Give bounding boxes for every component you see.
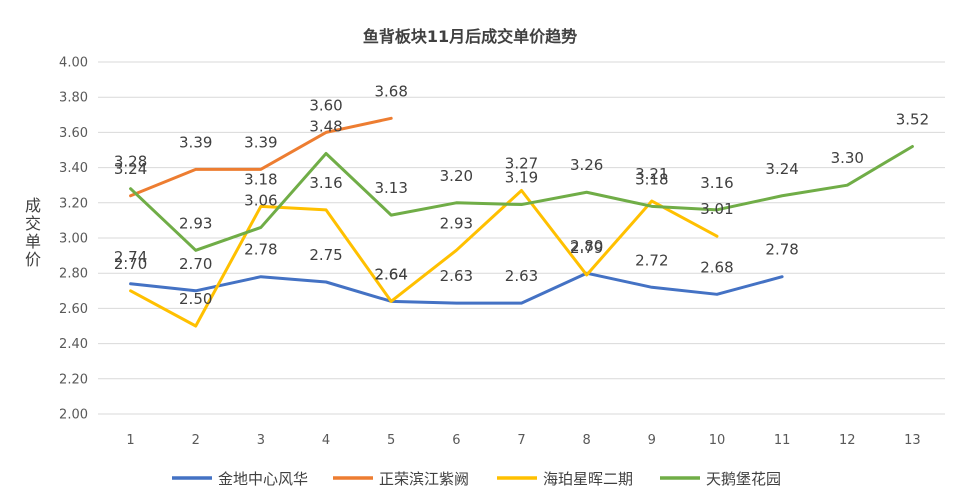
- series-line-3: [129, 188, 719, 328]
- data-label: 3.16: [309, 174, 342, 192]
- data-label: 3.68: [374, 82, 407, 100]
- data-label: 2.78: [244, 241, 277, 259]
- data-label: 3.28: [114, 153, 147, 171]
- legend-entry: 金地中心风华: [218, 470, 308, 488]
- x-tick-label: 10: [709, 433, 726, 448]
- data-label: 3.18: [244, 170, 277, 188]
- x-tick-label: 9: [648, 433, 656, 448]
- y-axis-ticks: 2.00 2.20 2.40 2.60 2.80 3.00 3.20 3.40 3.60 3.80…: [59, 56, 88, 423]
- data-label: 3.21: [635, 165, 668, 183]
- data-label: 3.39: [179, 133, 212, 151]
- data-label: 3.06: [244, 191, 277, 209]
- series-lines: [129, 116, 914, 328]
- data-labels: 2.74 2.702.78 2.752.64 2.63 2.632.802.72 2.68…: [114, 82, 929, 308]
- data-label: 3.48: [309, 118, 342, 136]
- y-tick-label: 2.60: [59, 302, 88, 317]
- data-label: 2.70: [114, 255, 147, 273]
- data-label: 3.24: [114, 160, 147, 178]
- data-label: 3.24: [765, 160, 798, 178]
- y-tick-label: 3.20: [59, 196, 88, 211]
- x-tick-label: 7: [517, 433, 525, 448]
- x-tick-label: 6: [452, 433, 460, 448]
- y-tick-label: 3.00: [59, 232, 88, 247]
- y-tick-label: 3.40: [59, 161, 88, 176]
- chart-title: 鱼背板块11月后成交单价趋势: [363, 27, 577, 46]
- y-axis-label: 成交单价: [25, 196, 41, 269]
- x-tick-label: 12: [839, 433, 856, 448]
- data-label: 2.64: [374, 265, 407, 283]
- data-label: 3.20: [440, 167, 473, 185]
- data-label: 2.75: [309, 246, 342, 264]
- x-tick-label: 2: [192, 433, 200, 448]
- data-label: 3.30: [831, 149, 864, 167]
- legend-entry: 海珀星晖二期: [543, 470, 633, 488]
- data-label: 3.39: [244, 133, 277, 151]
- y-tick-label: 2.80: [59, 267, 88, 282]
- series-line-4: [129, 144, 914, 252]
- data-label: 2.64: [374, 265, 407, 283]
- legend: 金地中心风华 正荣滨江紫阙 海珀星晖二期 天鹅堡花园: [172, 470, 781, 488]
- data-label: 3.60: [309, 96, 342, 114]
- legend-entry: 正荣滨江紫阙: [379, 470, 469, 488]
- y-tick-label: 2.00: [59, 408, 88, 423]
- gridlines: [98, 61, 945, 415]
- data-label: 3.52: [896, 110, 929, 128]
- data-label: 3.01: [700, 200, 733, 218]
- x-tick-label: 5: [387, 433, 395, 448]
- data-label: 2.63: [440, 267, 473, 285]
- y-tick-label: 2.20: [59, 372, 88, 387]
- data-label: 2.80: [570, 237, 603, 255]
- data-label: 3.16: [700, 174, 733, 192]
- x-tick-label: 4: [322, 433, 330, 448]
- x-tick-label: 11: [774, 433, 791, 448]
- data-label: 2.93: [440, 214, 473, 232]
- data-label: 2.93: [179, 214, 212, 232]
- data-label: 2.68: [700, 258, 733, 276]
- data-label: 2.74: [114, 248, 147, 266]
- y-tick-label: 3.60: [59, 126, 88, 141]
- y-tick-label: 4.00: [59, 56, 88, 71]
- data-label: 2.79: [570, 239, 603, 257]
- series-line-2: [129, 116, 393, 198]
- data-label: 2.63: [505, 267, 538, 285]
- data-label: 3.19: [505, 169, 538, 187]
- x-tick-label: 3: [257, 433, 265, 448]
- y-tick-label: 3.80: [59, 91, 88, 106]
- x-tick-label: 1: [126, 433, 134, 448]
- data-label: 2.70: [179, 255, 212, 273]
- data-label: 2.50: [179, 290, 212, 308]
- x-tick-label: 13: [904, 433, 921, 448]
- y-tick-label: 2.40: [59, 337, 88, 352]
- legend-entry: 天鹅堡花园: [706, 470, 781, 488]
- data-label: 2.72: [635, 251, 668, 269]
- data-label: 3.18: [635, 170, 668, 188]
- x-tick-label: 8: [583, 433, 591, 448]
- data-label: 2.78: [765, 241, 798, 259]
- data-label: 3.26: [570, 156, 603, 174]
- series-line-1: [129, 271, 784, 305]
- data-label: 3.13: [374, 179, 407, 197]
- x-axis-ticks: 1 2 3 4 5 6 7 8 9 10 11 12 13: [126, 433, 920, 448]
- data-label: 3.27: [505, 154, 538, 172]
